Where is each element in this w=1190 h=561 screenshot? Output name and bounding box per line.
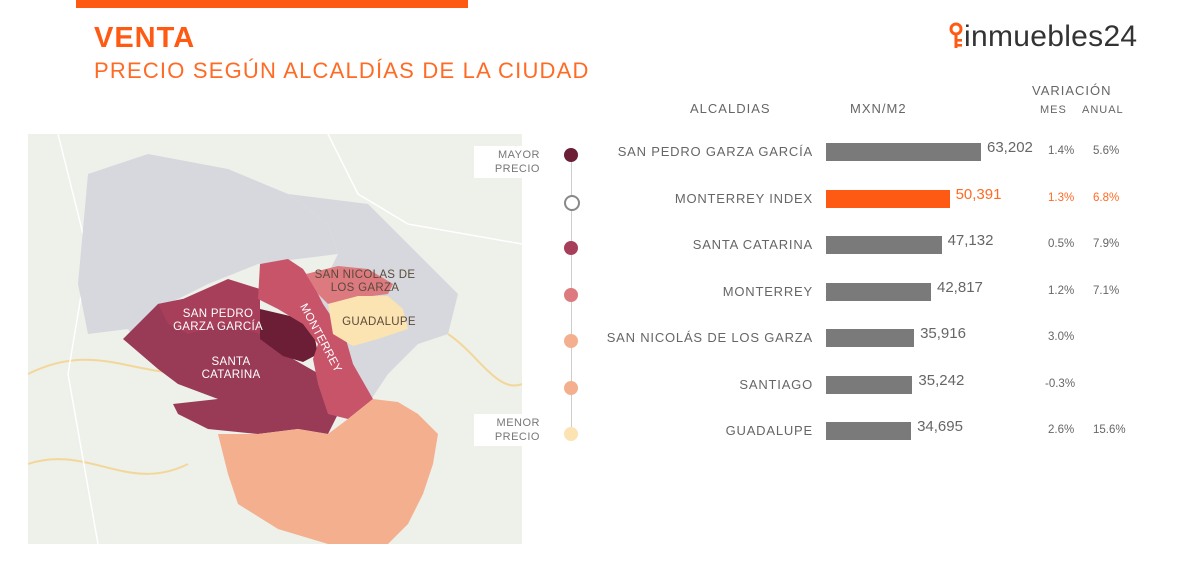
bar-category-label: SANTA CATARINA [692, 237, 813, 252]
region-santiago [218, 399, 438, 544]
region-monterrey [258, 259, 373, 419]
bar-value-label: 35,916 [920, 325, 966, 342]
scale-label-high: MAYOR PRECIO [474, 146, 544, 178]
bar [826, 143, 981, 161]
bar-value-label: 63,202 [987, 139, 1033, 156]
region-santa-catarina [123, 294, 338, 434]
bar-value-label: 50,391 [955, 185, 1002, 203]
bar [826, 422, 912, 440]
region-san-pedro [158, 279, 260, 334]
legend-dot-index [564, 194, 580, 211]
map-label-santa-catarina: SANTA CATARINA [201, 356, 261, 381]
legend-dot [564, 380, 578, 395]
page-subtitle: PRECIO SEGÚN ALCALDÍAS DE LA CIUDAD [94, 58, 590, 83]
bar-category-label: SAN PEDRO GARZA GARCÍA [617, 144, 813, 159]
variacion-mes: 2.6% [1048, 424, 1075, 436]
legend-dot [564, 334, 578, 348]
bar [826, 375, 913, 394]
grey-region-west [78, 154, 338, 334]
page-title: VENTA [94, 22, 196, 54]
map-shapes [28, 134, 522, 544]
header-variacion: VARIACIÓN [1032, 83, 1112, 98]
bar-category-label: GUADALUPE [725, 423, 813, 438]
variacion-mes: 3.0% [1048, 331, 1075, 343]
map-label-san-nicolas: SAN NICOLAS DE LOS GARZA [314, 269, 416, 294]
variacion-mes: -0.3% [1045, 377, 1076, 390]
variacion-mes: 1.4% [1048, 145, 1075, 157]
top-accent-bar [76, 0, 468, 8]
variacion-mes: 1.3% [1048, 191, 1075, 204]
header-price: MXN/M2 [850, 101, 907, 116]
bar [826, 236, 942, 254]
variacion-anual: 7.9% [1093, 238, 1120, 250]
header-alcaldias: ALCALDIAS [690, 101, 771, 116]
logo-text: inmuebles24 [964, 20, 1138, 53]
bar-value-label: 42,817 [937, 278, 983, 296]
bar-value-label: 35,242 [918, 371, 965, 389]
variacion-anual: 6.8% [1093, 191, 1120, 204]
bar-highlight [826, 189, 950, 208]
variacion-mes: 1.2% [1048, 284, 1075, 297]
header-anual: ANUAL [1082, 104, 1124, 116]
brand-logo: inmuebles24 [948, 20, 1137, 54]
bar [826, 329, 915, 347]
legend-dot [564, 241, 578, 255]
bar-category-label: SANTIAGO [739, 376, 813, 392]
variacion-anual: 15.6% [1093, 424, 1126, 436]
bar-category-label: MONTERREY INDEX [674, 190, 813, 206]
header-mes: MES [1040, 104, 1067, 116]
bar [826, 282, 931, 301]
legend-dot [564, 287, 578, 302]
map-label-guadalupe: GUADALUPE [342, 316, 416, 328]
region-san-pedro-dark [260, 309, 318, 362]
bar-value-label: 47,132 [947, 232, 994, 249]
variacion-mes: 0.5% [1048, 238, 1075, 250]
variacion-anual: 5.6% [1093, 145, 1120, 157]
region-guadalupe [328, 296, 408, 346]
bar-category-label: MONTERREY [722, 283, 813, 299]
legend-dot [564, 427, 578, 441]
bar-category-label: SAN NICOLÁS DE LOS GARZA [606, 330, 813, 345]
alcaldias-map: SAN PEDRO GARZA GARCÍA SANTA CATARINA SA… [28, 134, 522, 544]
key-icon [949, 22, 963, 48]
scale-label-low: MENOR PRECIO [474, 414, 544, 446]
bar-value-label: 34,695 [917, 418, 963, 435]
map-label-san-pedro: SAN PEDRO GARZA GARCÍA [173, 308, 263, 333]
region-san-nicolas [306, 266, 393, 304]
legend-dot [564, 148, 578, 162]
variacion-anual: 7.1% [1093, 284, 1120, 297]
